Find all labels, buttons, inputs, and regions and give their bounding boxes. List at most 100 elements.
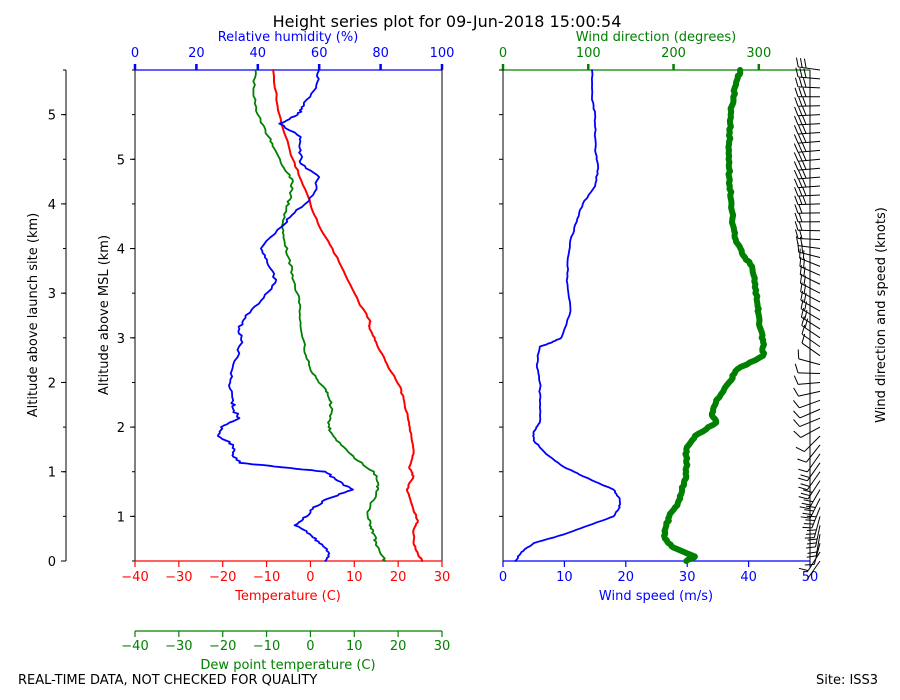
wind-barb-flag <box>798 477 808 482</box>
wind-barb-flag <box>797 143 803 153</box>
wind-direction-tick-label: 200 <box>661 46 686 61</box>
wind-barb-flag <box>802 512 812 516</box>
temperature-tick-label: −20 <box>209 570 236 585</box>
launch-altitude-axis-label: Altitude above launch site (km) <box>26 213 41 417</box>
wind-barb-flag <box>793 134 799 144</box>
wind-barb-flag <box>793 169 799 180</box>
dewpoint-tick-label: −40 <box>121 639 148 654</box>
wind-direction-tick-label: 100 <box>576 46 601 61</box>
dewpoint-axis-label: Dew point temperature (C) <box>200 658 375 673</box>
wind-barb-flag <box>798 468 808 473</box>
wind-direction-line <box>661 67 767 564</box>
dewpoint-tick-label: −20 <box>209 639 236 654</box>
wind-barb-staff <box>813 543 821 565</box>
wind-barb-flag <box>801 324 806 335</box>
wind-barb-flag <box>803 68 807 78</box>
wind-barb-flag <box>802 115 807 125</box>
wind-barb-flag <box>793 125 799 135</box>
wind-barb-flag <box>793 161 799 171</box>
wind-barb-flag <box>799 248 801 259</box>
wind-barb-flag <box>800 474 810 479</box>
wind-barb-flag <box>802 250 805 260</box>
wind-barb-flag <box>794 187 799 197</box>
wind-barb-flag <box>804 509 814 512</box>
msl-tick-label: 2 <box>117 421 125 436</box>
wind-speed-tick-label: 20 <box>618 570 635 585</box>
wind-barb-flag <box>801 316 805 326</box>
wind-speed-tick-label: 40 <box>740 570 757 585</box>
msl-tick-label: 4 <box>117 243 125 258</box>
wind-barb-flag <box>794 363 799 374</box>
wind-barb-staff <box>799 399 821 409</box>
wind-barb-flag <box>795 446 805 453</box>
temperature-tick-label: 20 <box>390 570 407 585</box>
wind-barb-flag <box>798 87 803 97</box>
wind-barb-flag <box>806 505 816 508</box>
wind-barb-flag <box>805 519 815 521</box>
wind-barb-flag <box>797 133 803 144</box>
wind-barbs <box>793 57 821 580</box>
wind-barb-flag <box>801 169 807 179</box>
wind-barb-staff <box>798 245 821 250</box>
wind-barb-flag <box>801 502 812 506</box>
wind-series <box>514 67 767 564</box>
wind-barb-flag <box>793 387 799 397</box>
launch-alt-tick-label: 5 <box>48 109 56 124</box>
dewpoint-tick-label: 30 <box>434 639 451 654</box>
wind-speed-axis-label: Wind speed (m/s) <box>599 589 713 604</box>
wind-barb-flag <box>798 204 803 214</box>
wind-barb-staff <box>807 551 821 571</box>
wind-barb-flag <box>798 486 808 491</box>
wind-speed-tick-label: 30 <box>679 570 696 585</box>
wind-barb-flag <box>795 236 799 246</box>
wind-plot-area <box>503 70 810 561</box>
wind-barb-flag <box>797 458 807 463</box>
launch-alt-tick-label: 0 <box>48 555 56 570</box>
wind-barb-flag <box>793 143 799 153</box>
wind-barb-flag <box>801 124 807 134</box>
wind-barb-flag <box>795 67 799 78</box>
wind-barb-flag <box>804 318 809 328</box>
wind-barb-flag <box>794 221 799 231</box>
temperature-tick-label: −40 <box>121 570 148 585</box>
wind-barb-staff <box>799 408 821 419</box>
launch-alt-tick-label: 2 <box>48 376 56 391</box>
wind-barb-flag <box>799 68 803 78</box>
wind-barb-flag <box>806 555 817 558</box>
wind-barb-staff <box>800 426 821 438</box>
wind-barb-flag <box>798 106 803 116</box>
wind-barb-flag <box>794 77 799 88</box>
wind-speed-tick-label: 50 <box>802 570 819 585</box>
wind-barb-flag <box>807 551 817 554</box>
msl-tick-label: 5 <box>117 153 125 168</box>
wind-barb-staff <box>798 390 821 397</box>
relative-humidity-line <box>217 69 354 562</box>
wind-barb-flag <box>804 537 815 539</box>
wind-barb-flag <box>802 526 812 529</box>
rh-tick-label: 100 <box>430 46 455 61</box>
temperature-tick-label: 0 <box>306 570 314 585</box>
wind-barb-flag <box>807 538 818 541</box>
dewpoint-tick-label: −30 <box>165 639 192 654</box>
wind-speed-tick-label: 0 <box>499 570 507 585</box>
wind-barb-flag <box>798 496 809 500</box>
wind-barb-flag <box>793 178 799 188</box>
wind-barb-flag <box>802 186 807 196</box>
launch-alt-tick-label: 3 <box>48 287 56 302</box>
dewpoint-tick-label: 10 <box>346 639 363 654</box>
wind-speed-line <box>514 69 621 562</box>
rh-tick-label: 0 <box>131 46 139 61</box>
dewpoint-tick-label: −10 <box>253 639 280 654</box>
wind-barb-flag <box>794 106 799 116</box>
wind-barb-staff <box>801 333 821 348</box>
temperature-tick-label: −30 <box>165 570 192 585</box>
wind-barb-flag <box>799 506 810 510</box>
wind-barb-flag <box>797 178 803 188</box>
thermo-ticks: 0 1 2 3 4 5 1 2 3 4 5 −40 −30 −20 −10 0 10 20 30 −40 −30 −20 −… <box>48 46 455 654</box>
rh-tick-label: 80 <box>372 46 389 61</box>
thermo-panel: 0 1 2 3 4 5 1 2 3 4 5 −40 −30 −20 −10 0 10 20 30 −40 −30 −20 −… <box>48 46 455 654</box>
wind-barb-staff <box>798 381 821 385</box>
wind-direction-tick-label: 300 <box>746 46 771 61</box>
msl-tick-label: 1 <box>117 510 125 525</box>
wind-direction-tick-label: 0 <box>499 46 507 61</box>
